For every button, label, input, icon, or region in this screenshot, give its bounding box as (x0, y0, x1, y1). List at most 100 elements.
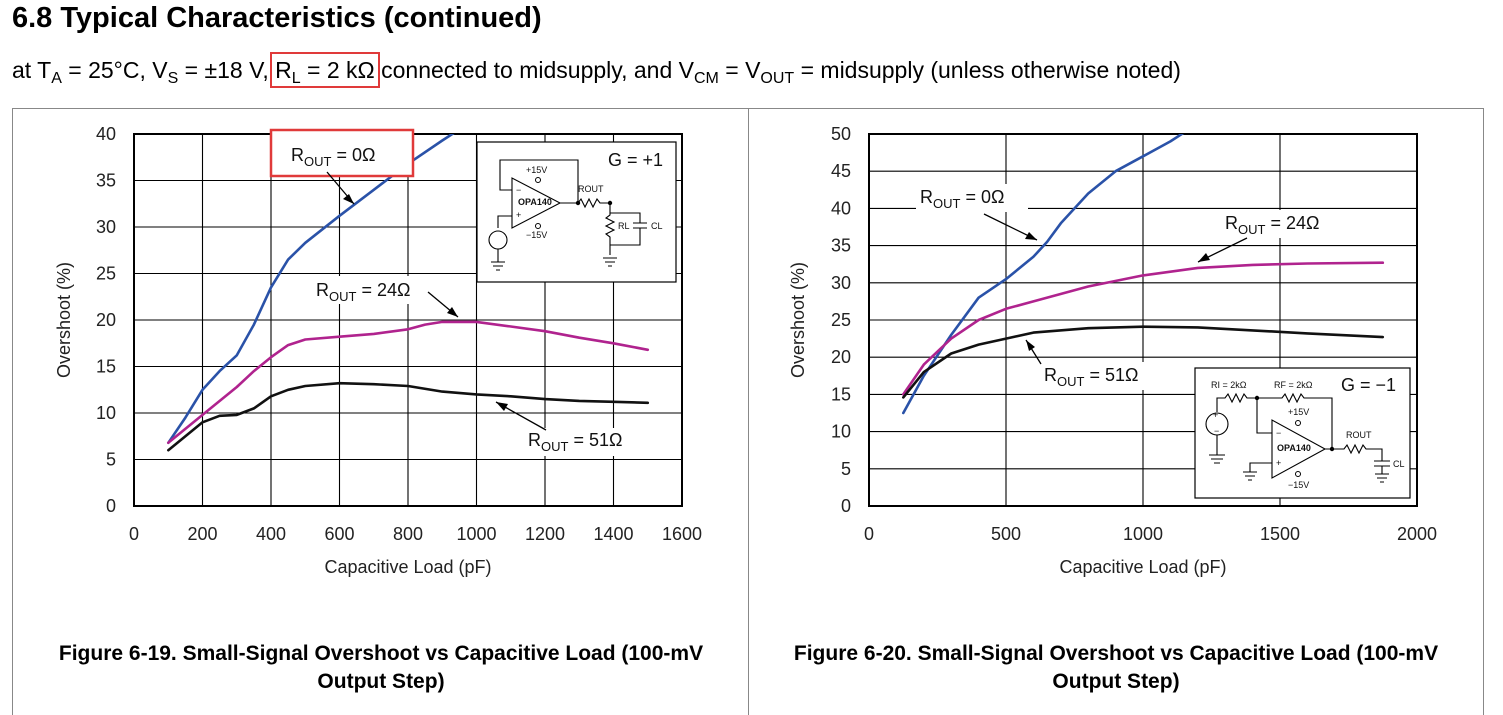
chart-1-y-tick-label: 5 (106, 450, 116, 470)
chart-1-y-tick-label: 10 (96, 403, 116, 423)
chart-1-x-axis-label: Capacitive Load (pF) (324, 557, 491, 577)
chart-1-x-tick-label: 1400 (593, 524, 633, 544)
chart-1-annotation-r0: ROUT = 0Ω (291, 145, 375, 169)
chart-2-y-tick-label: 10 (831, 422, 851, 442)
chart-1-y-tick-label: 25 (96, 264, 116, 284)
chart-1-x-tick-label: 800 (393, 524, 423, 544)
chart-2-y-tick-label: 15 (831, 384, 851, 404)
chart-2-series-line-2 (901, 325, 1385, 399)
chart-1-inset-rout: ROUT (578, 184, 604, 194)
chart-1-x-tick-label: 0 (129, 524, 139, 544)
chart-2-y-tick-label: 25 (831, 310, 851, 330)
chart-2-x-tick-label: 0 (864, 524, 874, 544)
chart-1-y-tick-label: 35 (96, 171, 116, 191)
chart-2-inset-ri: RI = 2kΩ (1211, 380, 1247, 390)
chart-1-y-tick-label: 15 (96, 357, 116, 377)
chart-1-x-tick-label: 400 (256, 524, 286, 544)
chart-1-inset-part: OPA140 (518, 197, 552, 207)
chart-2-r24-label-bg (1220, 210, 1338, 238)
chart-2-y-tick-label: 0 (841, 496, 851, 516)
chart-1-x-tick-label: 1000 (456, 524, 496, 544)
section-title: 6.8 Typical Characteristics (continued) (12, 2, 542, 34)
chart-2-y-tick-label: 50 (831, 124, 851, 144)
chart-2-y-ticks: 0 5 10 15 20 25 30 35 40 45 50 (831, 124, 851, 516)
chart-2-series-line-1 (901, 261, 1385, 396)
svg-text:−: − (516, 185, 521, 195)
chart-1-inset-frame (476, 141, 677, 283)
chart-1-arrowhead-r0 (343, 194, 354, 204)
chart-1-r24-label-bg (312, 276, 428, 304)
figure-caption-1: Figure 6-19. Small-Signal Overshoot vs C… (58, 642, 704, 693)
chart-1-r51-label-bg (524, 428, 644, 456)
chart-1-arrowhead-r24 (447, 307, 458, 317)
chart-2-inset-frame (1194, 367, 1411, 499)
chart-1-series-line-1 (167, 320, 650, 445)
chart-1-y-tick-label: 30 (96, 217, 116, 237)
chart-1-x-tick-label: 200 (187, 524, 217, 544)
chart-2-y-tick-label: 45 (831, 161, 851, 181)
chart-2-y-tick-label: 5 (841, 459, 851, 479)
chart-1-arrowhead-r51 (496, 402, 508, 411)
chart-2-arrowhead-r51 (1026, 340, 1035, 351)
chart-2-x-ticks: 0 500 1000 1500 2000 (864, 524, 1437, 544)
chart-1-inset-vneg: −15V (526, 230, 547, 240)
chart-1-inset-gain: G = +1 (608, 150, 663, 170)
svg-text:−: − (1276, 428, 1281, 438)
chart-2-y-axis-label: Overshoot (%) (788, 262, 808, 378)
chart-2-arrowhead-r24 (1198, 253, 1210, 262)
chart-2-x-tick-label: 500 (991, 524, 1021, 544)
test-conditions: at TA = 25°C, VS = ±18 V, RL = 2 kΩ conn… (12, 52, 1181, 88)
chart-1-r0-highlight-box (269, 128, 415, 178)
chart-1-series-line-2 (167, 381, 650, 452)
chart-2: 0 500 1000 1500 2000 0 5 10 15 20 25 30 35 40 45 50 Ca… (788, 124, 1437, 577)
chart-2-y-tick-label: 30 (831, 273, 851, 293)
chart-1-inset-schematic: G = +1 OPA140 − + +15V −15V ROUT RL CL (476, 141, 677, 283)
chart-2-arrowhead-r0 (1025, 232, 1037, 240)
chart-2-y-tick-label: 40 (831, 198, 851, 218)
chart-1-inset-vpos: +15V (526, 165, 547, 175)
chart-2-inset-rout: ROUT (1346, 430, 1372, 440)
chart-1: 0 200 400 600 800 1000 1200 1400 1600 0 5 10 15 20 25… (54, 124, 702, 577)
chart-2-x-tick-label: 1500 (1260, 524, 1300, 544)
chart-2-r51-label-bg (1040, 362, 1160, 390)
chart-2-plot-frame (868, 133, 1418, 507)
chart-1-annotation-r24: ROUT = 24Ω (316, 280, 410, 304)
chart-1-y-tick-label: 0 (106, 496, 116, 516)
chart-2-series-line-0 (901, 134, 1185, 415)
chart-1-y-tick-label: 20 (96, 310, 116, 330)
chart-1-annotation-r51: ROUT = 51Ω (528, 430, 622, 454)
chart-1-x-tick-label: 1600 (662, 524, 702, 544)
chart-1-y-axis-label: Overshoot (%) (54, 262, 74, 378)
chart-2-inset-gain: G = −1 (1341, 375, 1396, 395)
chart-2-annotation-r51: ROUT = 51Ω (1044, 365, 1138, 389)
chart-2-y-tick-label: 20 (831, 347, 851, 367)
chart-2-inset-cl: CL (1393, 459, 1405, 469)
figure-panel-right (748, 108, 1484, 715)
chart-2-x-tick-label: 1000 (1123, 524, 1163, 544)
chart-1-inset-rl: RL (618, 221, 630, 231)
chart-2-inset-vpos: +15V (1288, 407, 1309, 417)
chart-2-annotation-r0: ROUT = 0Ω (920, 187, 1004, 211)
chart-2-x-tick-label: 2000 (1397, 524, 1437, 544)
svg-text:+: + (1213, 410, 1218, 420)
chart-1-x-tick-label: 600 (324, 524, 354, 544)
chart-1-y-ticks: 0 5 10 15 20 25 30 35 40 (96, 124, 116, 516)
chart-2-series (901, 134, 1385, 415)
chart-2-inset-part: OPA140 (1277, 443, 1311, 453)
chart-2-y-tick-label: 35 (831, 236, 851, 256)
svg-text:+: + (1276, 458, 1281, 468)
chart-1-x-tick-label: 1200 (525, 524, 565, 544)
chart-1-y-tick-label: 40 (96, 124, 116, 144)
rl-highlight: RL = 2 kΩ (270, 52, 380, 88)
chart-2-inset-rf: RF = 2kΩ (1274, 380, 1313, 390)
chart-2-annotation-r24: ROUT = 24Ω (1225, 213, 1319, 237)
svg-text:+: + (516, 210, 521, 220)
chart-2-inset-vneg: −15V (1288, 480, 1309, 490)
chart-2-inset-schematic: G = −1 RI = 2kΩ RF = 2kΩ + − OPA140 − + … (1194, 367, 1411, 499)
chart-1-inset-cl: CL (651, 221, 663, 231)
chart-1-x-ticks: 0 200 400 600 800 1000 1200 1400 1600 (129, 524, 702, 544)
chart-2-r0-label-bg (916, 184, 1028, 212)
chart-2-x-axis-label: Capacitive Load (pF) (1059, 557, 1226, 577)
figure-caption-2: Figure 6-20. Small-Signal Overshoot vs C… (793, 642, 1439, 693)
